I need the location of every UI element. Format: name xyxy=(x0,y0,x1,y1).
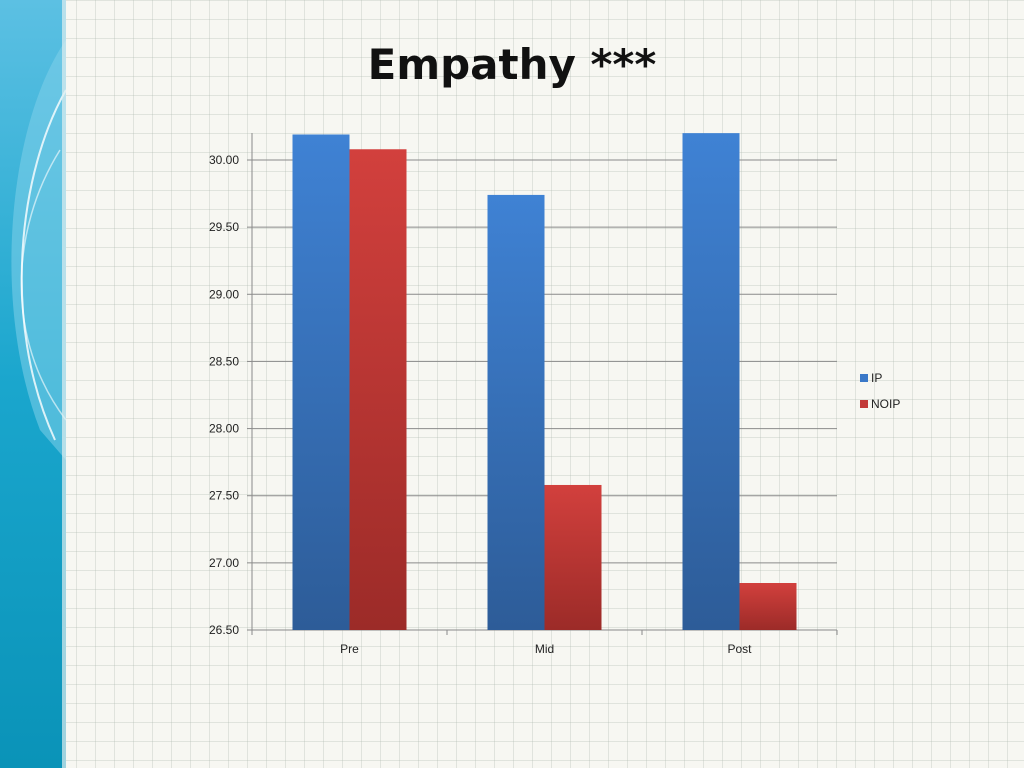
decorative-side-band xyxy=(0,0,66,768)
y-tick-label: 29.50 xyxy=(209,220,239,234)
bar-noip-mid xyxy=(544,484,602,630)
bars xyxy=(292,133,797,630)
legend-swatch-noip xyxy=(860,400,868,408)
y-tick-label: 27.50 xyxy=(209,489,239,503)
x-category-label: Pre xyxy=(340,642,359,656)
legend: IP NOIP xyxy=(860,371,900,411)
y-tick-label: 29.00 xyxy=(209,287,239,301)
bar-ip-mid xyxy=(487,194,545,630)
y-tick-label: 28.50 xyxy=(209,354,239,368)
bar-noip-pre xyxy=(349,149,407,630)
y-tick-label: 28.00 xyxy=(209,422,239,436)
axis-labels: 26.50 27.00 27.50 28.00 28.50 29.00 29.50 30.00… xyxy=(209,153,752,656)
bar-ip-post xyxy=(682,133,740,630)
legend-swatch-ip xyxy=(860,374,868,382)
legend-label-noip: NOIP xyxy=(871,397,900,411)
legend-label-ip: IP xyxy=(871,371,882,385)
y-tick-label: 26.50 xyxy=(209,623,239,637)
x-category-label: Post xyxy=(727,642,752,656)
y-tick-label: 30.00 xyxy=(209,153,239,167)
slide-title: Empathy *** xyxy=(367,40,657,89)
x-category-label: Mid xyxy=(535,642,554,656)
bar-noip-post xyxy=(739,583,797,630)
bar-ip-pre xyxy=(292,134,350,630)
y-tick-label: 27.00 xyxy=(209,556,239,570)
